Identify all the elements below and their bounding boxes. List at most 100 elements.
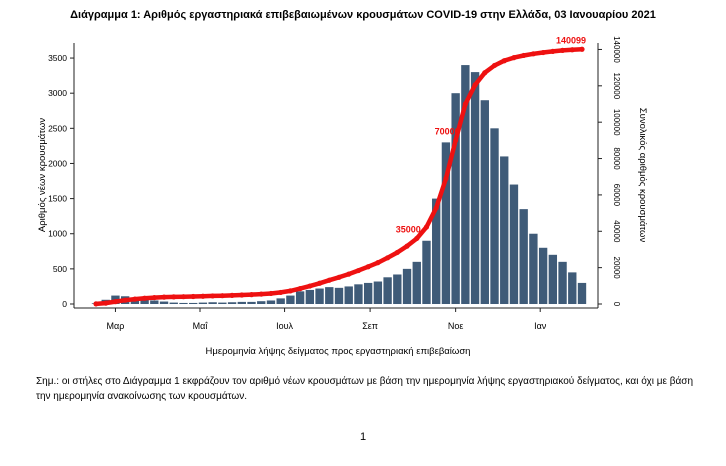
right-axis-ticks: 0 20000 40000 60000 80000 100000 120000 140000 — [598, 36, 621, 307]
bar — [198, 302, 208, 304]
cumulative-point — [142, 295, 148, 301]
cumulative-point — [190, 293, 196, 300]
cumulative-point — [569, 47, 575, 53]
annotation-label: 35000 — [396, 224, 421, 234]
bar — [538, 247, 548, 304]
bar — [480, 100, 489, 304]
left-tick-label: 3000 — [48, 88, 67, 98]
cumulative-point — [248, 292, 255, 298]
right-tick-label: 140000 — [612, 36, 621, 63]
x-tick-label: Μαΐ — [193, 321, 209, 331]
cumulative-point — [287, 288, 293, 294]
bar — [286, 295, 295, 304]
bar — [441, 142, 451, 304]
cumulative-line — [93, 47, 585, 307]
left-tick-label: 3500 — [48, 53, 67, 63]
cumulative-series — [93, 46, 585, 307]
cumulative-point — [316, 280, 323, 286]
x-tick-label: Νοε — [448, 321, 464, 331]
bar — [276, 298, 285, 304]
bar — [490, 128, 499, 304]
bar — [305, 289, 315, 304]
right-tick-label: 60000 — [612, 184, 621, 207]
cumulative-point — [112, 299, 119, 305]
bar — [334, 287, 344, 304]
left-axis-ticks: 0 500 1000 1500 2000 2500 3000 3500 — [48, 53, 74, 309]
left-tick-label: 500 — [53, 264, 67, 274]
cumulative-point — [210, 293, 216, 299]
cumulative-point — [239, 292, 245, 298]
bar — [577, 282, 587, 304]
bar — [257, 301, 266, 304]
chart-title: Διάγραμμα 1: Αριθμός εργαστηριακά επιβεβ… — [70, 9, 656, 21]
bar — [295, 291, 305, 304]
cumulative-point — [93, 301, 99, 307]
cumulative-point — [394, 249, 400, 256]
x-axis-ticks: Μαρ Μαΐ Ιουλ Σεπ Νοε Ιαν — [107, 308, 547, 331]
cumulative-point — [180, 294, 187, 300]
left-tick-label: 0 — [62, 299, 67, 309]
left-tick-label: 2500 — [48, 123, 67, 133]
x-axis-label: Ημερομηνία λήψης δείγματος προς εργαστηρ… — [206, 346, 471, 357]
cumulative-point — [521, 52, 527, 59]
bar — [354, 284, 363, 304]
bar — [159, 301, 169, 304]
bar — [266, 300, 276, 304]
right-tick-label: 0 — [612, 302, 621, 307]
y2-axis-label: Συνολικός αριθμός κρουσμάτων — [637, 108, 648, 243]
bar-series — [91, 65, 587, 305]
bar — [500, 156, 509, 304]
cumulative-point — [414, 235, 420, 242]
bar — [568, 272, 577, 304]
bar — [461, 65, 470, 304]
cumulative-point — [579, 46, 585, 52]
x-tick-label: Μαρ — [107, 321, 125, 331]
bar — [422, 240, 431, 304]
cumulative-point — [472, 82, 478, 88]
bar — [247, 301, 256, 304]
cumulative-point — [540, 49, 546, 56]
cumulative-point — [219, 293, 225, 299]
cumulative-point — [443, 176, 449, 182]
annotation-label: 70000 — [435, 126, 460, 136]
bar — [470, 72, 480, 304]
right-tick-label: 120000 — [612, 72, 621, 99]
annotation-label: 140099 — [556, 35, 586, 45]
bar — [548, 254, 558, 304]
cumulative-point — [501, 58, 507, 64]
bar — [208, 302, 217, 304]
cumulative-point — [511, 55, 517, 61]
cumulative-point — [365, 264, 371, 270]
cumulative-point — [355, 267, 362, 274]
bar — [363, 282, 373, 304]
bar — [179, 302, 188, 304]
y-axis-label: Αριθμός νέων κρουσμάτων — [37, 118, 48, 232]
bar — [189, 302, 198, 304]
bar — [150, 300, 159, 304]
cumulative-point — [326, 277, 332, 283]
cumulative-point — [346, 271, 352, 277]
bar — [402, 268, 412, 304]
cumulative-point — [385, 255, 391, 261]
cumulative-point — [404, 243, 410, 249]
bar — [344, 286, 353, 304]
cumulative-point — [482, 70, 488, 76]
cumulative-point — [171, 294, 177, 300]
page-number: 1 — [359, 431, 367, 443]
right-tick-label: 40000 — [612, 220, 621, 243]
cumulative-point — [462, 101, 468, 107]
bar — [432, 198, 441, 304]
cumulative-point — [336, 274, 342, 280]
x-tick-label: Ιαν — [534, 321, 547, 331]
bar — [315, 288, 324, 304]
bar — [451, 93, 460, 305]
cumulative-point — [103, 300, 109, 306]
cumulative-point — [229, 292, 235, 298]
bar — [412, 261, 421, 304]
data-annotations: 140099 70000 35000 — [396, 35, 586, 234]
bar — [140, 299, 149, 304]
bar — [509, 184, 519, 304]
cumulative-point — [530, 51, 537, 57]
bar — [169, 302, 178, 304]
